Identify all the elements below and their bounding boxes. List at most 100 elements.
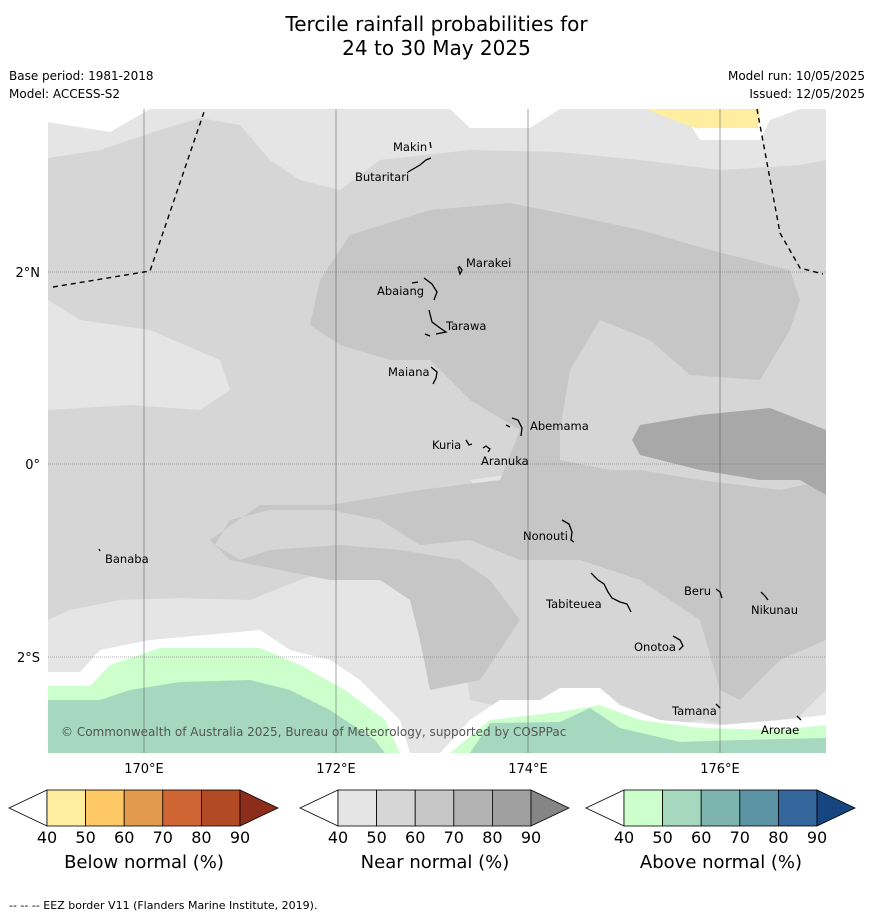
island-shape bbox=[430, 366, 438, 385]
colorbar-tick-label: 60 bbox=[114, 828, 135, 847]
colorbar-tick-label: 70 bbox=[152, 828, 173, 847]
near-normal-60-70-area bbox=[210, 203, 826, 700]
title-line-2: 24 to 30 May 2025 bbox=[342, 36, 531, 60]
colorbar-tick-label: 60 bbox=[405, 828, 426, 847]
colorbar-segment bbox=[453, 789, 493, 827]
colorbar-extend-low bbox=[585, 789, 625, 827]
colorbar-segment bbox=[491, 789, 532, 827]
place-label: Butaritari bbox=[355, 170, 409, 184]
colorbar-tick-label: 90 bbox=[229, 828, 251, 847]
place-label: Tamana bbox=[671, 704, 717, 718]
island-shape bbox=[465, 439, 473, 446]
colorbar-extend-high bbox=[530, 789, 570, 827]
axis-labels: 2°N 0° 2°S 170°E 172°E 174°E 176°E bbox=[16, 266, 740, 777]
eez-border bbox=[52, 108, 824, 288]
colorbar-segment bbox=[662, 789, 702, 827]
copyright-notice: © Commonwealth of Australia 2025, Bureau… bbox=[61, 725, 566, 739]
above-normal-label: Above normal (%) bbox=[639, 852, 803, 873]
low-probability-area bbox=[400, 109, 560, 128]
island-shape bbox=[407, 141, 432, 173]
lon-label: 176°E bbox=[700, 762, 740, 777]
colorbar-segment bbox=[414, 789, 455, 827]
colorbar-segment bbox=[623, 789, 663, 827]
lat-label: 2°N bbox=[16, 266, 41, 281]
place-label: Marakei bbox=[466, 256, 511, 270]
issued-date: Issued: 12/05/2025 bbox=[749, 87, 865, 101]
colorbar-tick-label: 90 bbox=[520, 828, 542, 847]
colorbar-extend-high bbox=[816, 789, 856, 827]
place-label: Makin bbox=[393, 140, 427, 154]
meta-right: Model run: 10/05/2025 Issued: 12/05/2025 bbox=[728, 67, 865, 103]
eez-border-line bbox=[756, 108, 824, 275]
island-shape bbox=[590, 572, 632, 613]
colorbar-tick-label: 40 bbox=[613, 828, 635, 847]
colorbar-tick-label: 40 bbox=[36, 828, 58, 847]
colorbar-tick-label: 40 bbox=[327, 828, 349, 847]
place-label: Onotoa bbox=[634, 640, 676, 654]
colorbar-tick-label: 70 bbox=[729, 828, 750, 847]
colorbar-segment bbox=[376, 789, 416, 827]
colorbar-segment bbox=[739, 789, 779, 827]
place-label: Tarawa bbox=[445, 319, 486, 333]
island-outlines bbox=[98, 141, 802, 721]
colorbar-segment bbox=[778, 789, 818, 827]
colorbar-tick-label: 50 bbox=[366, 828, 387, 847]
colorbar-segment bbox=[85, 789, 125, 827]
island-shape bbox=[561, 519, 575, 543]
place-label: Tabiteuea bbox=[545, 597, 602, 611]
island-shape bbox=[98, 548, 101, 552]
colorbar-segment bbox=[200, 789, 241, 827]
colorbar-extend-low bbox=[299, 789, 339, 827]
place-label: Aranuka bbox=[481, 454, 529, 468]
place-label: Nikunau bbox=[751, 603, 798, 617]
colorbar-extend-high bbox=[239, 789, 279, 827]
island-shape bbox=[482, 445, 491, 453]
above-normal-50-60-area bbox=[470, 708, 826, 753]
colorbar-segment bbox=[46, 789, 86, 827]
island-shape bbox=[672, 635, 684, 651]
colorbar-segment bbox=[162, 789, 202, 827]
lat-label: 2°S bbox=[17, 651, 40, 666]
colorbar-legends bbox=[8, 789, 856, 827]
island-shape bbox=[715, 703, 721, 709]
near-normal-40-50-area bbox=[48, 300, 230, 410]
meta-left: Base period: 1981-2018 Model: ACCESS-S2 bbox=[9, 67, 154, 103]
colorbar-tick-label: 50 bbox=[652, 828, 673, 847]
colorbar-tick-label: 80 bbox=[191, 828, 212, 847]
place-label: Arorae bbox=[761, 723, 799, 737]
title-line-1: Tercile rainfall probabilities for bbox=[285, 12, 588, 36]
island-shape bbox=[796, 715, 802, 721]
colorbar-tick-label: 60 bbox=[691, 828, 712, 847]
place-label: Banaba bbox=[105, 552, 149, 566]
place-labels: Makin Butaritari Marakei Abaiang Tarawa … bbox=[105, 140, 799, 737]
colorbar-segment bbox=[337, 789, 377, 827]
island-shape bbox=[715, 588, 723, 599]
near-normal-label: Near normal (%) bbox=[360, 852, 510, 873]
island-shape bbox=[457, 265, 463, 276]
island-shape bbox=[424, 309, 448, 337]
graticule bbox=[48, 109, 826, 753]
map-canvas bbox=[48, 109, 826, 753]
low-probability-area bbox=[48, 109, 150, 132]
colorbar-extend-low bbox=[8, 789, 48, 827]
colorbar-tick-label: 80 bbox=[768, 828, 789, 847]
eez-footnote: -- -- -- EEZ border V11 (Flanders Marine… bbox=[9, 899, 318, 912]
place-label: Abemama bbox=[530, 419, 589, 433]
island-shape bbox=[760, 591, 769, 601]
model-name: Model: ACCESS-S2 bbox=[9, 87, 121, 101]
lon-label: 172°E bbox=[316, 762, 356, 777]
island-shape bbox=[505, 417, 523, 437]
place-label: Kuria bbox=[432, 438, 461, 452]
colorbar-segment bbox=[123, 789, 164, 827]
place-label: Nonouti bbox=[523, 529, 568, 543]
lon-label: 174°E bbox=[508, 762, 548, 777]
lat-label: 0° bbox=[25, 458, 40, 473]
model-run: Model run: 10/05/2025 bbox=[727, 69, 865, 83]
near-normal-70-80-area bbox=[632, 408, 826, 495]
island-shape bbox=[411, 277, 438, 301]
lon-label: 170°E bbox=[124, 762, 164, 777]
colorbar-segment bbox=[700, 789, 741, 827]
place-label: Maiana bbox=[388, 365, 430, 379]
colorbar-tick-label: 90 bbox=[806, 828, 828, 847]
base-period: Base period: 1981-2018 bbox=[9, 69, 154, 83]
